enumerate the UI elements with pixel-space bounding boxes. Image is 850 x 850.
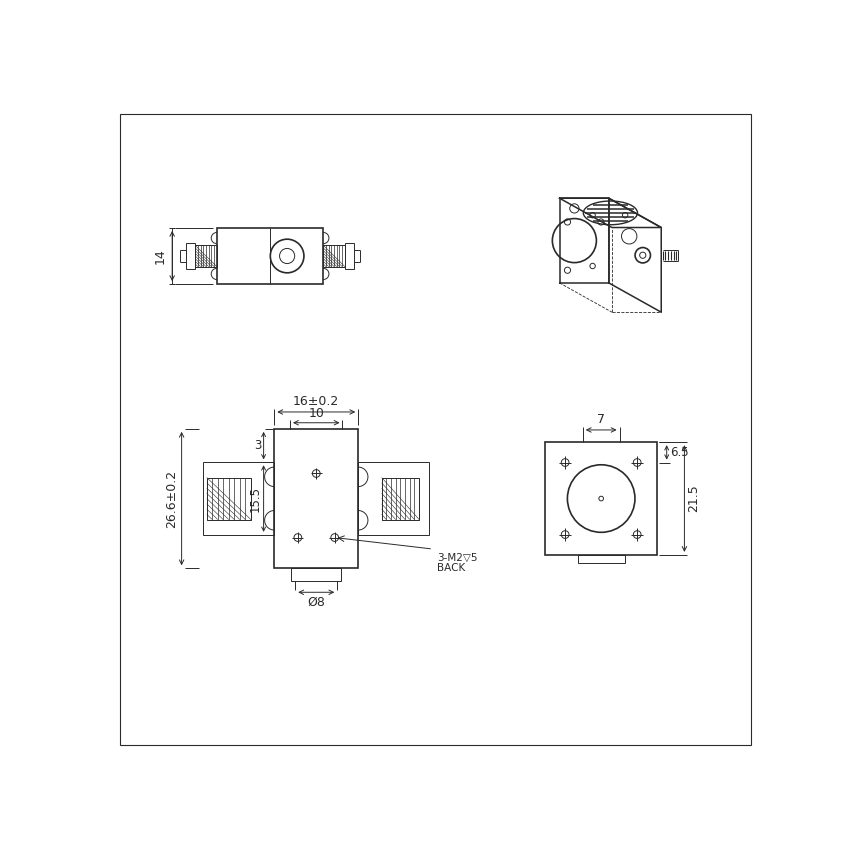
Bar: [275, 429, 358, 568]
Text: Ø8: Ø8: [308, 595, 326, 609]
Bar: [545, 442, 657, 555]
Bar: [345, 242, 354, 269]
Text: 14: 14: [154, 248, 167, 264]
Text: 6.5: 6.5: [670, 446, 689, 459]
Bar: [358, 462, 429, 535]
Bar: [382, 478, 419, 519]
Bar: [577, 555, 625, 563]
Text: 7: 7: [598, 413, 605, 426]
Bar: [207, 478, 251, 519]
Text: 3: 3: [254, 439, 261, 452]
Text: 3-M2▽5: 3-M2▽5: [437, 553, 478, 563]
Bar: [323, 246, 345, 267]
Text: 21.5: 21.5: [688, 484, 700, 513]
Bar: [292, 568, 342, 581]
Text: BACK: BACK: [437, 563, 465, 573]
Text: 15.5: 15.5: [248, 485, 261, 512]
Text: 10: 10: [309, 406, 324, 420]
Bar: [186, 242, 196, 269]
Text: 26.6±0.2: 26.6±0.2: [165, 469, 178, 528]
Bar: [203, 462, 275, 535]
Bar: [217, 228, 323, 284]
Text: 16±0.2: 16±0.2: [293, 395, 339, 408]
Bar: [196, 246, 217, 267]
